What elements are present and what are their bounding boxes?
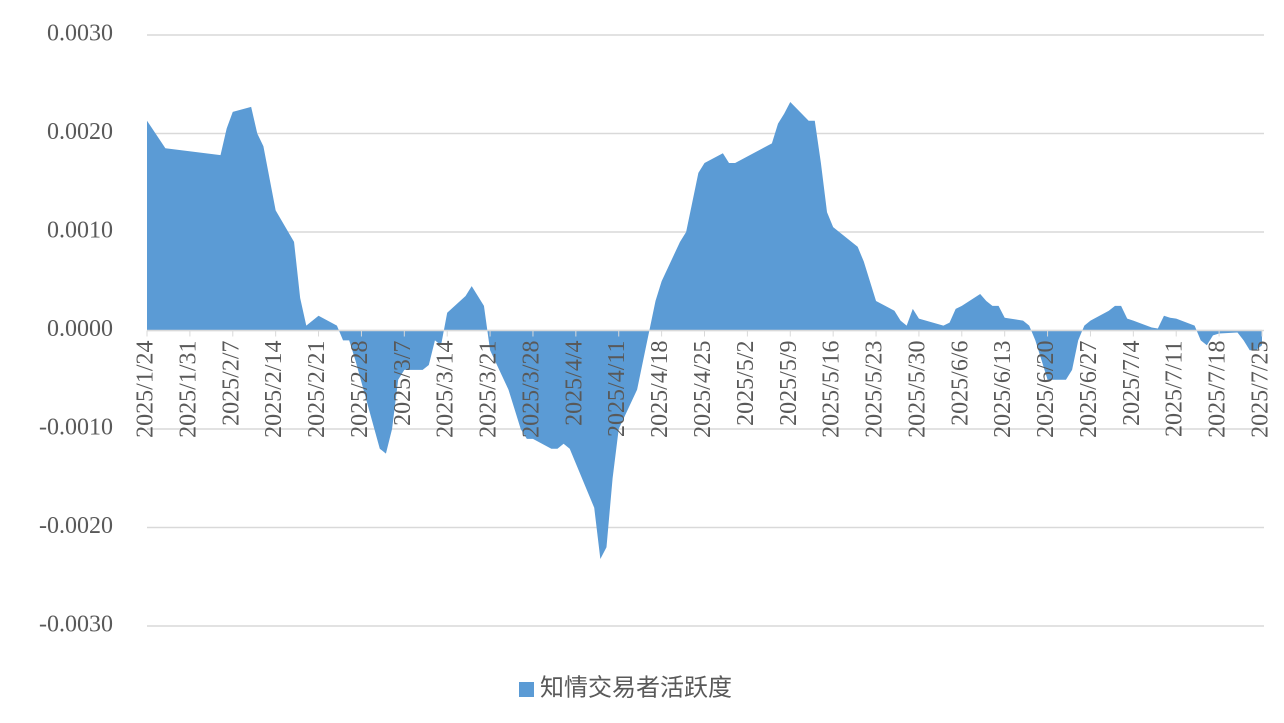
- x-tick-label: 2025/4/25: [690, 341, 716, 438]
- x-tick-label: 2025/3/14: [433, 341, 459, 438]
- x-tick-label: 2025/2/7: [218, 341, 244, 426]
- x-tick-label: 2025/7/18: [1205, 341, 1231, 438]
- y-tick-label: 0.0030: [47, 21, 113, 47]
- x-tick-label: 2025/7/25: [1248, 341, 1274, 438]
- x-tick-label: 2025/1/31: [175, 341, 201, 438]
- x-tick-label: 2025/6/6: [947, 341, 973, 426]
- x-tick-label: 2025/6/20: [1033, 341, 1059, 438]
- x-tick-label: 2025/4/11: [604, 341, 630, 437]
- y-tick-label: 0.0000: [47, 316, 113, 342]
- y-tick-label: -0.0020: [39, 513, 113, 539]
- y-tick-label: 0.0020: [47, 119, 113, 145]
- legend-swatch: [519, 682, 534, 697]
- x-tick-label: 2025/7/4: [1119, 341, 1145, 426]
- x-tick-label: 2025/4/4: [561, 341, 587, 426]
- y-tick-label: -0.0030: [39, 612, 113, 638]
- x-tick-label: 2025/6/13: [990, 341, 1016, 438]
- x-tick-label: 2025/3/28: [518, 341, 544, 438]
- x-tick-label: 2025/5/2: [733, 341, 759, 426]
- x-tick-label: 2025/5/9: [776, 341, 802, 426]
- x-tick-label: 2025/5/23: [862, 341, 888, 438]
- legend-label: 知情交易者活跃度: [540, 675, 732, 702]
- x-tick-label: 2025/5/30: [904, 341, 930, 438]
- y-tick-label: 0.0010: [47, 218, 113, 244]
- x-tick-label: 2025/2/21: [304, 341, 330, 438]
- x-tick-label: 2025/2/14: [261, 341, 287, 438]
- y-tick-label: -0.0010: [39, 415, 113, 441]
- x-tick-label: 2025/3/21: [476, 341, 502, 438]
- x-tick-label: 2025/6/27: [1076, 341, 1102, 438]
- x-tick-label: 2025/3/7: [390, 341, 416, 426]
- x-tick-label: 2025/7/11: [1162, 341, 1188, 437]
- x-tick-label: 2025/4/18: [647, 341, 673, 438]
- x-tick-label: 2025/2/28: [347, 341, 373, 438]
- x-tick-label: 2025/5/16: [819, 341, 845, 438]
- x-tick-label: 2025/1/24: [133, 341, 159, 438]
